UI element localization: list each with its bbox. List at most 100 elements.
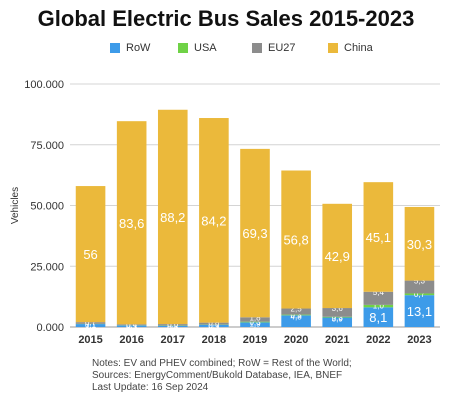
data-label-china-2021: 42,9 (325, 249, 350, 264)
bar-row-2018 (199, 324, 229, 327)
bar-usa-2020 (281, 314, 311, 316)
bar-row-2021 (322, 317, 353, 327)
bar-china-2019 (240, 148, 270, 318)
data-label-china-2018: 84,2 (201, 213, 226, 228)
bar-usa-2021 (322, 316, 353, 318)
bar-eu27-2019 (240, 317, 270, 322)
y-tick-label: 100.000 (24, 79, 64, 91)
data-label-usa-2017: 0,1 (167, 322, 179, 331)
bar-row-2023 (404, 295, 435, 327)
bar-eu27-2022 (363, 291, 394, 305)
data-label-row-2022: 8,1 (369, 310, 387, 325)
bar-china-2021 (322, 203, 353, 309)
bar-row-2016 (116, 325, 147, 327)
bar-eu27-2021 (322, 308, 353, 317)
bar-china-2018 (199, 118, 229, 323)
bar-eu27-2023 (404, 280, 435, 294)
legend-label: China (344, 42, 373, 54)
x-tick-label: 2020 (284, 334, 308, 346)
x-tick-label: 2021 (325, 334, 349, 346)
data-label-usa-2022: 1,0 (373, 301, 385, 310)
data-label-china-2017: 88,2 (160, 210, 185, 225)
bar-china-2020 (281, 170, 311, 309)
data-label-row-2023: 13,1 (407, 304, 432, 319)
legend: RoW USA EU27 China (0, 42, 452, 58)
data-label-eu27-2022: 5,4 (373, 288, 385, 297)
y-tick-label: 0.000 (36, 322, 64, 334)
data-label-row-2017: 0,5 (167, 323, 179, 332)
legend-label: USA (194, 42, 217, 54)
bar-eu27-2018 (199, 322, 229, 325)
note-line: Notes: EV and PHEV combined; RoW = Rest … (92, 358, 352, 369)
data-label-row-2020: 4,8 (291, 312, 303, 321)
legend-item-usa: USA (178, 42, 217, 54)
bar-china-2017 (157, 109, 188, 325)
notes: Notes: EV and PHEV combined; RoW = Rest … (92, 358, 352, 394)
bar-eu27-2015 (75, 322, 106, 324)
legend-item-row: RoW (110, 42, 150, 54)
bar-usa-2019 (240, 321, 270, 323)
data-label-eu27-2020: 2,5 (291, 305, 303, 314)
bar-usa-2022 (363, 304, 394, 308)
bar-row-2022 (363, 307, 394, 327)
data-label-row-2015: 1,1 (85, 321, 97, 330)
y-tick-label: 25.000 (30, 261, 64, 273)
bar-china-2023 (404, 206, 435, 281)
bar-china-2016 (116, 121, 147, 325)
legend-label: EU27 (268, 42, 296, 54)
data-label-china-2016: 83,6 (119, 216, 144, 231)
data-label-row-2019: 1,9 (249, 319, 261, 328)
bar-eu27-2017 (157, 324, 188, 326)
data-label-usa-2021: 0,3 (332, 313, 344, 322)
data-label-eu27-2023: 5,3 (414, 277, 426, 286)
y-axis-label: Vehicles (10, 187, 21, 224)
bar-row-2017 (157, 325, 188, 327)
bar-usa-2023 (404, 293, 435, 296)
y-tick-label: 50.000 (30, 201, 64, 213)
note-line: Last Update: 16 Sep 2024 (92, 382, 209, 393)
legend-item-china: China (328, 42, 373, 54)
bar-row-2020 (281, 315, 311, 327)
data-label-usa-2016: 0,1 (126, 322, 138, 331)
bar-row-2015 (75, 324, 106, 327)
x-tick-label: 2018 (202, 334, 226, 346)
legend-swatch (178, 43, 188, 53)
bar-eu27-2020 (281, 308, 311, 315)
chart-title: Global Electric Bus Sales 2015-2023 (37, 6, 415, 31)
data-label-usa-2020: 0,3 (291, 311, 303, 320)
legend-item-eu27: EU27 (252, 42, 296, 54)
data-label-china-2023: 30,3 (407, 237, 432, 252)
x-tick-label: 2023 (407, 334, 431, 346)
legend-label: RoW (126, 42, 151, 54)
x-tick-label: 2019 (243, 334, 267, 346)
legend-swatch (252, 43, 262, 53)
data-label-china-2020: 56,8 (283, 233, 308, 248)
data-label-usa-2023: 0,7 (414, 290, 426, 299)
data-label-usa-2019: 0,3 (249, 318, 261, 327)
bar-chart: 0.000 25.000 50.000 75.000 100.000 Vehicles 1,… (10, 79, 440, 346)
bar-eu27-2016 (116, 324, 147, 326)
legend-swatch (110, 43, 120, 53)
y-tick-label: 75.000 (30, 140, 64, 152)
bar-china-2022 (363, 182, 394, 292)
data-label-row-2016: 0,3 (126, 323, 138, 332)
data-label-usa-2015: 0,1 (85, 320, 97, 329)
data-label-eu27-2016: 0,4 (126, 320, 138, 329)
legend-swatch (328, 43, 338, 53)
bar-china-2015 (75, 186, 106, 323)
x-tick-label: 2015 (78, 334, 102, 346)
data-label-row-2018: 0,9 (208, 322, 220, 331)
bar-row-2019 (240, 322, 270, 327)
x-tick-label: 2022 (366, 334, 390, 346)
data-label-eu27-2021: 3,6 (332, 304, 344, 313)
data-label-eu27-2019: 1,8 (249, 313, 261, 322)
data-label-usa-2018: 0,1 (208, 321, 220, 330)
data-label-china-2022: 45,1 (366, 230, 391, 245)
note-line: Sources: EnergyComment/Bukold Database, … (92, 370, 343, 381)
x-tick-label: 2017 (161, 334, 185, 346)
x-tick-label: 2016 (119, 334, 143, 346)
data-label-china-2019: 69,3 (242, 226, 267, 241)
data-label-eu27-2018: 0,8 (208, 319, 220, 328)
data-label-eu27-2017: 0,6 (167, 320, 179, 329)
data-label-china-2015: 56 (83, 247, 97, 262)
